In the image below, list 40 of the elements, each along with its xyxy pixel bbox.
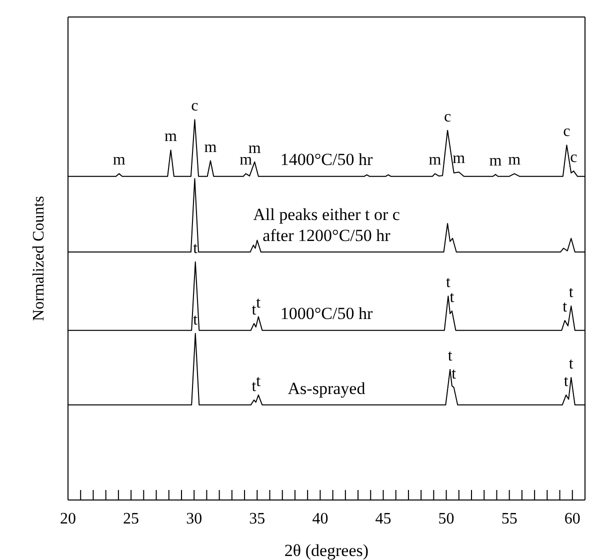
annotation: m: [164, 128, 178, 146]
annotation: t: [448, 348, 453, 365]
y-axis-title: Normalized Counts: [30, 196, 48, 321]
annotation: c: [191, 98, 198, 115]
series-label: 1000°C/50 hr: [280, 303, 373, 324]
annotation: t: [568, 356, 574, 373]
annotation: t: [452, 365, 457, 382]
annotation: c: [563, 123, 570, 140]
annotation: t: [256, 373, 262, 390]
annotation: m: [428, 152, 442, 169]
annotation: t: [256, 294, 262, 312]
series-label: 1400°C/50 hr: [280, 149, 373, 170]
annotation: m: [489, 152, 502, 170]
x-tick-label: 60: [564, 510, 580, 528]
annotation: t: [446, 274, 451, 292]
annotation: t: [564, 373, 569, 390]
series-label: All peaks either t or c after 1200°C/50 hr: [252, 204, 401, 246]
x-axis-title: 2θ (degrees): [284, 541, 369, 560]
x-tick-label: 50: [438, 510, 454, 528]
annotation: m: [204, 138, 218, 156]
x-tick-label: 40: [312, 510, 328, 528]
x-tick-label: 55: [501, 510, 518, 528]
annotation: m: [112, 152, 126, 169]
x-tick-label: 20: [60, 510, 76, 528]
annotation: c: [444, 108, 452, 126]
x-tick-label: 45: [375, 510, 392, 528]
annotation: t: [193, 240, 198, 257]
annotation: t: [562, 298, 568, 316]
x-tick-label: 35: [249, 510, 266, 528]
annotation: c: [570, 149, 578, 166]
x-tick-label: 25: [123, 510, 140, 528]
series-label: As-sprayed: [288, 378, 366, 399]
annotation: t: [252, 378, 257, 395]
annotation: t: [450, 288, 455, 306]
annotation: m: [508, 152, 522, 169]
annotation: t: [568, 284, 574, 302]
x-tick-label: 30: [186, 510, 202, 528]
annotation: t: [252, 302, 257, 319]
annotation: m: [452, 150, 466, 168]
annotation: t: [193, 311, 198, 328]
